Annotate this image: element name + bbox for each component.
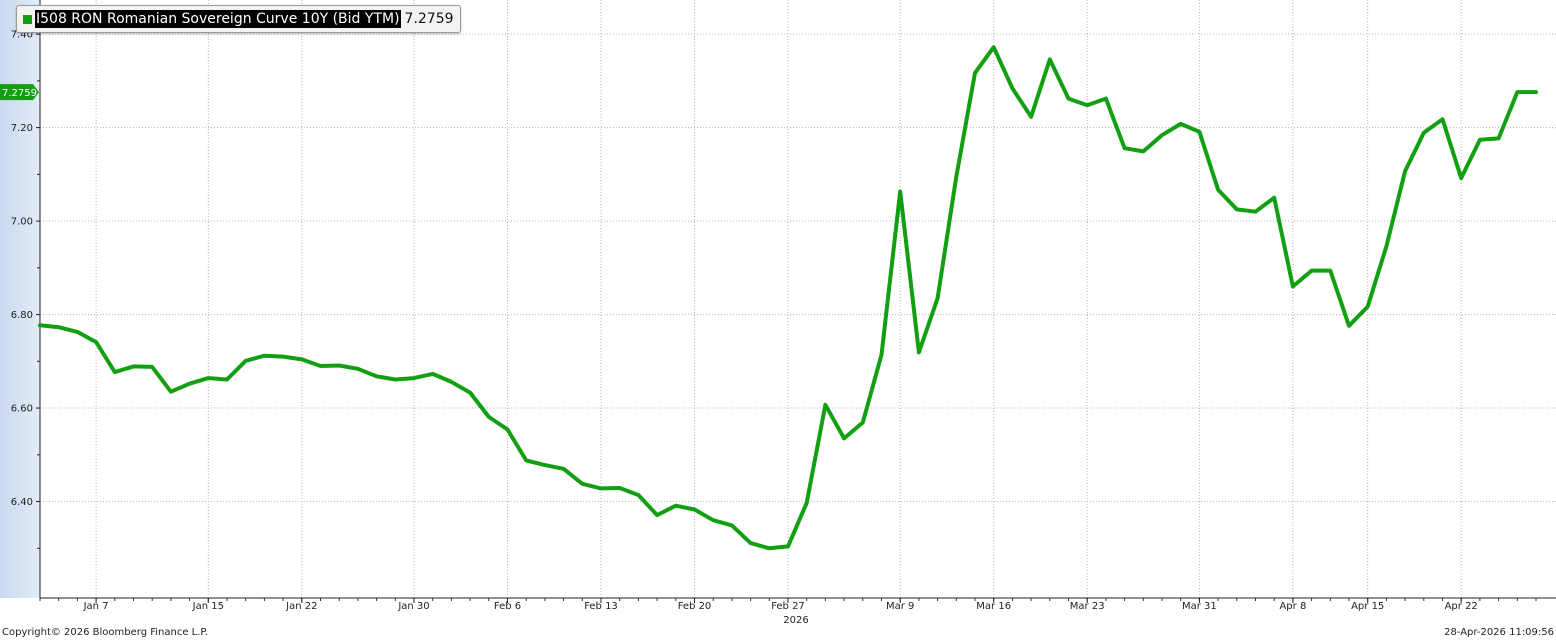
timestamp: 28-Apr-2026 11:09:56 <box>1444 627 1554 638</box>
x-tick-label: Feb 13 <box>584 601 618 612</box>
legend-series-name: I508 RON Romanian Sovereign Curve 10Y (B… <box>35 10 401 28</box>
legend[interactable]: I508 RON Romanian Sovereign Curve 10Y (B… <box>16 5 461 33</box>
y-tick-label: 6.40 <box>11 497 33 508</box>
x-tick-label: Mar 16 <box>976 601 1011 612</box>
legend-last-value: 7.2759 <box>404 11 454 27</box>
y-axis: 6.40 6.60 6.80 7.00 7.20 7.40 <box>11 0 41 598</box>
x-tick-label: Feb 20 <box>678 601 712 612</box>
x-tick-label: Feb 6 <box>494 601 521 612</box>
legend-swatch <box>23 14 32 24</box>
last-value-tag: 7.2759 <box>0 84 39 101</box>
x-year-label: 2026 <box>783 615 808 626</box>
x-tick-label: Mar 31 <box>1182 601 1217 612</box>
x-tick-label: Jan 7 <box>83 601 109 612</box>
x-tick-label: Mar 23 <box>1070 601 1105 612</box>
copyright: Copyright© 2026 Bloomberg Finance L.P. <box>2 627 209 638</box>
x-tick-label: Apr 22 <box>1445 601 1478 612</box>
y-tick-label: 7.20 <box>11 123 33 134</box>
x-tick-label: Apr 15 <box>1351 601 1384 612</box>
x-tick-label: Feb 27 <box>771 601 805 612</box>
x-axis: Jan 7 Jan 15 Jan 22 Jan 30 Feb 6 Feb 13 Feb 20… <box>39 597 1556 626</box>
last-value-tag-text: 7.2759 <box>2 88 37 99</box>
y-tick-label: 6.60 <box>11 404 33 415</box>
y-tick-label: 7.00 <box>11 217 33 228</box>
x-tick-label: Jan 22 <box>285 601 317 612</box>
series-layer <box>38 45 1538 551</box>
x-tick-label: Jan 15 <box>192 601 224 612</box>
x-tick-label: Mar 9 <box>886 601 914 612</box>
y-tick-label: 6.80 <box>11 310 33 321</box>
x-tick-label: Jan 30 <box>397 601 429 612</box>
y-tick-label: 7.40 <box>11 30 33 41</box>
x-tick-label: Apr 8 <box>1279 601 1306 612</box>
gridlines <box>40 0 1556 598</box>
